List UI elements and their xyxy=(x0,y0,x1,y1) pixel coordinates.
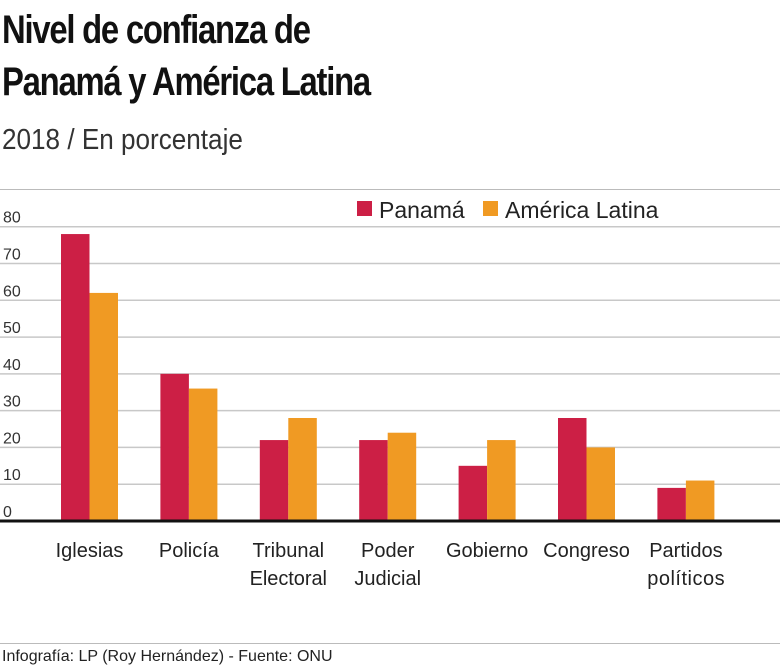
bar-panama xyxy=(61,234,90,521)
bar-america-latina xyxy=(387,432,417,521)
legend-swatch xyxy=(357,201,372,216)
y-tick-label: 30 xyxy=(3,394,21,411)
x-tick-label: Poder xyxy=(361,540,415,562)
x-tick-label: Policía xyxy=(159,540,220,562)
x-tick-label: Judicial xyxy=(354,568,421,590)
x-tick-label: Gobierno xyxy=(446,540,528,562)
y-tick-label: 10 xyxy=(3,467,21,484)
legend-label: Panamá xyxy=(379,197,465,223)
y-tick-label: 60 xyxy=(3,283,21,300)
chart-subtitle: 2018 / En porcentaje xyxy=(2,124,243,156)
credits: Infografía: LP (Roy Hernández) - Fuente:… xyxy=(2,648,333,665)
bar-america-latina xyxy=(288,417,317,521)
legend-swatch xyxy=(483,201,498,216)
y-tick-label: 0 xyxy=(3,504,12,521)
bar-panama xyxy=(160,373,189,521)
x-tick-label: Tribunal xyxy=(253,540,325,562)
x-tick-label: Congreso xyxy=(543,540,630,562)
divider-top xyxy=(0,189,780,190)
divider-bottom xyxy=(0,643,780,644)
x-tick-label: Partidos xyxy=(649,540,722,562)
title-line-2: Panamá y América Latina xyxy=(2,60,371,104)
bar-panama xyxy=(359,440,388,521)
y-tick-label: 20 xyxy=(3,430,21,447)
title-line-1: Nivel de confianza de xyxy=(2,8,311,52)
y-tick-label: 80 xyxy=(3,210,21,227)
bar-america-latina xyxy=(89,292,118,521)
x-tick-label: políticos xyxy=(647,568,724,590)
y-tick-label: 40 xyxy=(3,357,21,374)
x-tick-label: Electoral xyxy=(250,568,327,590)
bar-panama xyxy=(558,417,587,521)
bar-panama xyxy=(657,487,686,521)
bar-america-latina xyxy=(586,447,615,521)
bar-panama xyxy=(458,465,488,521)
y-tick-label: 70 xyxy=(3,246,21,263)
bar-america-latina xyxy=(188,388,218,521)
bar-panama xyxy=(259,440,289,521)
bar-america-latina xyxy=(685,480,715,521)
bar-america-latina xyxy=(487,440,516,521)
x-tick-label: Iglesias xyxy=(56,540,124,562)
legend-label: América Latina xyxy=(505,197,659,223)
chart-title: Nivel de confianza de Panamá y América L… xyxy=(2,4,371,108)
y-tick-label: 50 xyxy=(3,320,21,337)
